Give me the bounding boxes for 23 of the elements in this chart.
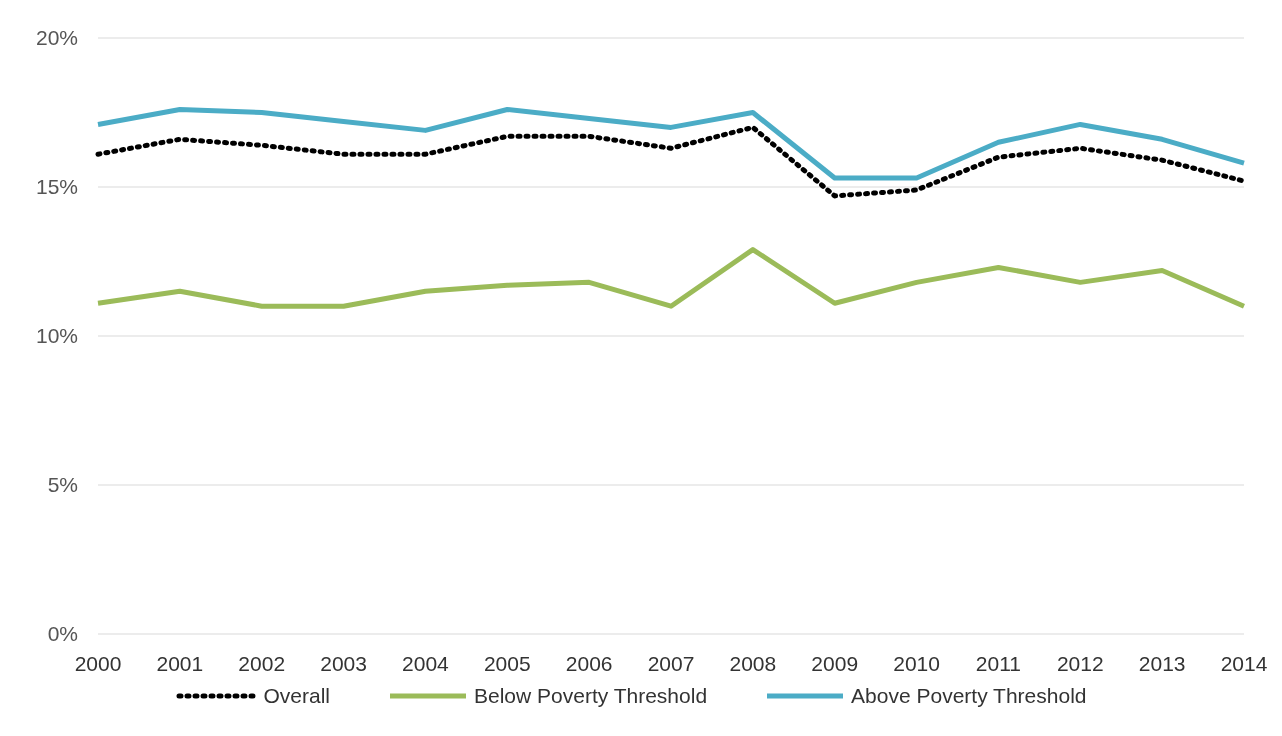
x-tick-label: 2011 bbox=[975, 651, 1022, 675]
y-tick-label: 20% bbox=[35, 26, 78, 50]
legend-label: Above Poverty Threshold bbox=[851, 684, 1087, 708]
y-tick-label: 15% bbox=[35, 175, 78, 199]
x-tick-label: 2007 bbox=[647, 651, 695, 675]
x-tick-label: 2014 bbox=[1220, 651, 1268, 675]
x-tick-label: 2004 bbox=[402, 651, 450, 675]
x-tick-label: 2001 bbox=[156, 651, 204, 675]
x-tick-label: 2009 bbox=[811, 651, 859, 675]
x-tick-label: 2012 bbox=[1056, 651, 1104, 675]
y-tick-label: 5% bbox=[47, 473, 78, 497]
x-tick-label: 2005 bbox=[483, 651, 531, 675]
y-tick-label: 10% bbox=[35, 324, 78, 348]
x-tick-label: 2013 bbox=[1138, 651, 1186, 675]
legend-label: Below Poverty Threshold bbox=[474, 684, 708, 708]
x-tick-label: 2010 bbox=[893, 651, 940, 675]
legend-label: Overall bbox=[263, 684, 331, 708]
x-tick-label: 2003 bbox=[320, 651, 367, 675]
x-tick-label: 2000 bbox=[74, 651, 122, 675]
x-tick-label: 2008 bbox=[729, 651, 777, 675]
y-tick-label: 0% bbox=[47, 622, 78, 646]
x-tick-label: 2006 bbox=[565, 651, 613, 675]
x-tick-label: 2002 bbox=[238, 651, 286, 675]
